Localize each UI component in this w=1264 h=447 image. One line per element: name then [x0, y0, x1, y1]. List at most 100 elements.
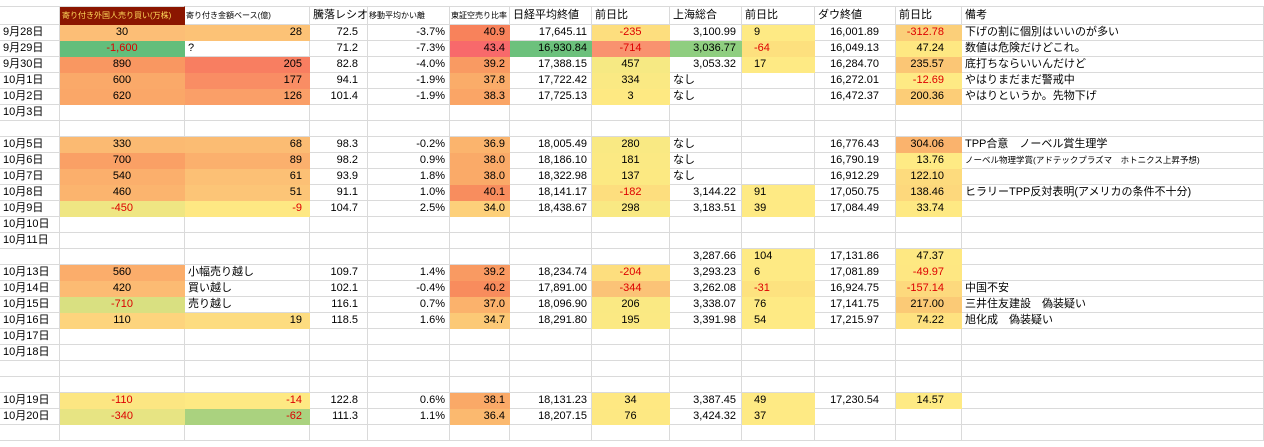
cell-ratio[interactable]	[310, 345, 368, 361]
cell-ratio[interactable]: 102.1	[310, 281, 368, 297]
cell-dow_chg[interactable]: 304.06	[896, 137, 962, 153]
cell-ratio[interactable]	[310, 217, 368, 233]
cell-nikkei_chg[interactable]: 298	[592, 201, 670, 217]
cell-foreign[interactable]: 890	[60, 57, 185, 73]
cell-shanghai_chg[interactable]	[742, 73, 815, 89]
cell-date[interactable]	[0, 361, 60, 377]
cell-dow_chg[interactable]: 47.24	[896, 41, 962, 57]
cell-nikkei[interactable]: 18,291.80	[510, 313, 592, 329]
cell-shanghai[interactable]: なし	[670, 89, 742, 105]
col-header-short-sell-ratio[interactable]: 東証空売り比率	[450, 6, 510, 25]
cell-date[interactable]: 10月15日	[0, 297, 60, 313]
cell-amount[interactable]: -62	[185, 409, 310, 425]
cell-nikkei_chg[interactable]: 457	[592, 57, 670, 73]
cell-short[interactable]: 40.2	[450, 281, 510, 297]
cell-amount[interactable]	[185, 329, 310, 345]
col-header-amount-base[interactable]: 寄り付き金額ベース(億)	[185, 6, 310, 25]
cell-remark[interactable]	[962, 217, 1264, 233]
cell-foreign[interactable]	[60, 345, 185, 361]
cell-date[interactable]	[0, 121, 60, 137]
cell-ratio[interactable]: 93.9	[310, 169, 368, 185]
cell-shanghai[interactable]: 3,391.98	[670, 313, 742, 329]
cell-amount[interactable]: 68	[185, 137, 310, 153]
cell-dow[interactable]: 17,141.75	[815, 297, 896, 313]
cell-ratio[interactable]: 91.1	[310, 185, 368, 201]
cell-dow[interactable]: 16,472.37	[815, 89, 896, 105]
cell-ma[interactable]: 1.0%	[368, 185, 450, 201]
cell-short[interactable]	[450, 377, 510, 393]
cell-short[interactable]	[450, 329, 510, 345]
cell-short[interactable]: 43.4	[450, 41, 510, 57]
cell-foreign[interactable]	[60, 249, 185, 265]
cell-short[interactable]	[450, 361, 510, 377]
cell-shanghai[interactable]: 3,338.07	[670, 297, 742, 313]
cell-nikkei_chg[interactable]: -714	[592, 41, 670, 57]
cell-dow_chg[interactable]	[896, 329, 962, 345]
cell-dow_chg[interactable]	[896, 377, 962, 393]
col-header-ma-deviation[interactable]: 移動平均かい離	[368, 6, 450, 25]
cell-shanghai[interactable]: なし	[670, 73, 742, 89]
cell-nikkei_chg[interactable]	[592, 361, 670, 377]
cell-foreign[interactable]: 700	[60, 153, 185, 169]
cell-ma[interactable]	[368, 217, 450, 233]
cell-ma[interactable]: 1.8%	[368, 169, 450, 185]
cell-date[interactable]: 10月6日	[0, 153, 60, 169]
cell-ratio[interactable]: 122.8	[310, 393, 368, 409]
cell-dow[interactable]	[815, 121, 896, 137]
cell-shanghai[interactable]	[670, 233, 742, 249]
cell-dow[interactable]	[815, 233, 896, 249]
cell-shanghai_chg[interactable]	[742, 89, 815, 105]
cell-nikkei[interactable]: 17,891.00	[510, 281, 592, 297]
cell-nikkei[interactable]: 18,207.15	[510, 409, 592, 425]
cell-shanghai_chg[interactable]	[742, 217, 815, 233]
cell-ma[interactable]	[368, 105, 450, 121]
col-header-nikkei-change[interactable]: 前日比	[592, 6, 670, 25]
cell-foreign[interactable]: 560	[60, 265, 185, 281]
cell-shanghai[interactable]	[670, 329, 742, 345]
cell-shanghai_chg[interactable]: 37	[742, 409, 815, 425]
cell-remark[interactable]: 数値は危険だけどこれ。	[962, 41, 1264, 57]
cell-ma[interactable]	[368, 361, 450, 377]
cell-ratio[interactable]: 111.3	[310, 409, 368, 425]
cell-remark[interactable]: 旭化成 偽装疑い	[962, 313, 1264, 329]
cell-ratio[interactable]: 94.1	[310, 73, 368, 89]
cell-foreign[interactable]: 620	[60, 89, 185, 105]
cell-foreign[interactable]	[60, 361, 185, 377]
cell-foreign[interactable]: 110	[60, 313, 185, 329]
cell-dow_chg[interactable]: 138.46	[896, 185, 962, 201]
cell-nikkei[interactable]: 18,186.10	[510, 153, 592, 169]
cell-ma[interactable]	[368, 377, 450, 393]
cell-nikkei[interactable]	[510, 249, 592, 265]
cell-amount[interactable]: 19	[185, 313, 310, 329]
cell-dow_chg[interactable]: 33.74	[896, 201, 962, 217]
cell-date[interactable]: 10月9日	[0, 201, 60, 217]
cell-date[interactable]: 9月30日	[0, 57, 60, 73]
col-header-shanghai-change[interactable]: 前日比	[742, 6, 815, 25]
cell-shanghai[interactable]	[670, 105, 742, 121]
cell-foreign[interactable]: -710	[60, 297, 185, 313]
cell-ma[interactable]	[368, 345, 450, 361]
cell-remark[interactable]: 三井住友建設 偽装疑い	[962, 297, 1264, 313]
cell-remark[interactable]	[962, 409, 1264, 425]
cell-remark[interactable]: ヒラリーTPP反対表明(アメリカの条件不十分)	[962, 185, 1264, 201]
cell-dow[interactable]: 17,050.75	[815, 185, 896, 201]
cell-foreign[interactable]: -110	[60, 393, 185, 409]
cell-ma[interactable]: -3.7%	[368, 25, 450, 41]
cell-dow_chg[interactable]: -49.97	[896, 265, 962, 281]
cell-remark[interactable]	[962, 329, 1264, 345]
cell-nikkei_chg[interactable]: 181	[592, 153, 670, 169]
cell-shanghai_chg[interactable]: 6	[742, 265, 815, 281]
cell-nikkei_chg[interactable]: 137	[592, 169, 670, 185]
cell-dow[interactable]: 16,001.89	[815, 25, 896, 41]
cell-amount[interactable]	[185, 377, 310, 393]
col-header-updown-ratio[interactable]: 騰落レシオ	[310, 6, 368, 25]
cell-foreign[interactable]: 460	[60, 185, 185, 201]
cell-shanghai[interactable]: 3,262.08	[670, 281, 742, 297]
cell-ratio[interactable]: 109.7	[310, 265, 368, 281]
cell-shanghai[interactable]: なし	[670, 137, 742, 153]
cell-short[interactable]: 38.3	[450, 89, 510, 105]
cell-shanghai_chg[interactable]	[742, 361, 815, 377]
cell-amount[interactable]	[185, 233, 310, 249]
cell-amount[interactable]: 買い越し	[185, 281, 310, 297]
cell-amount[interactable]	[185, 361, 310, 377]
